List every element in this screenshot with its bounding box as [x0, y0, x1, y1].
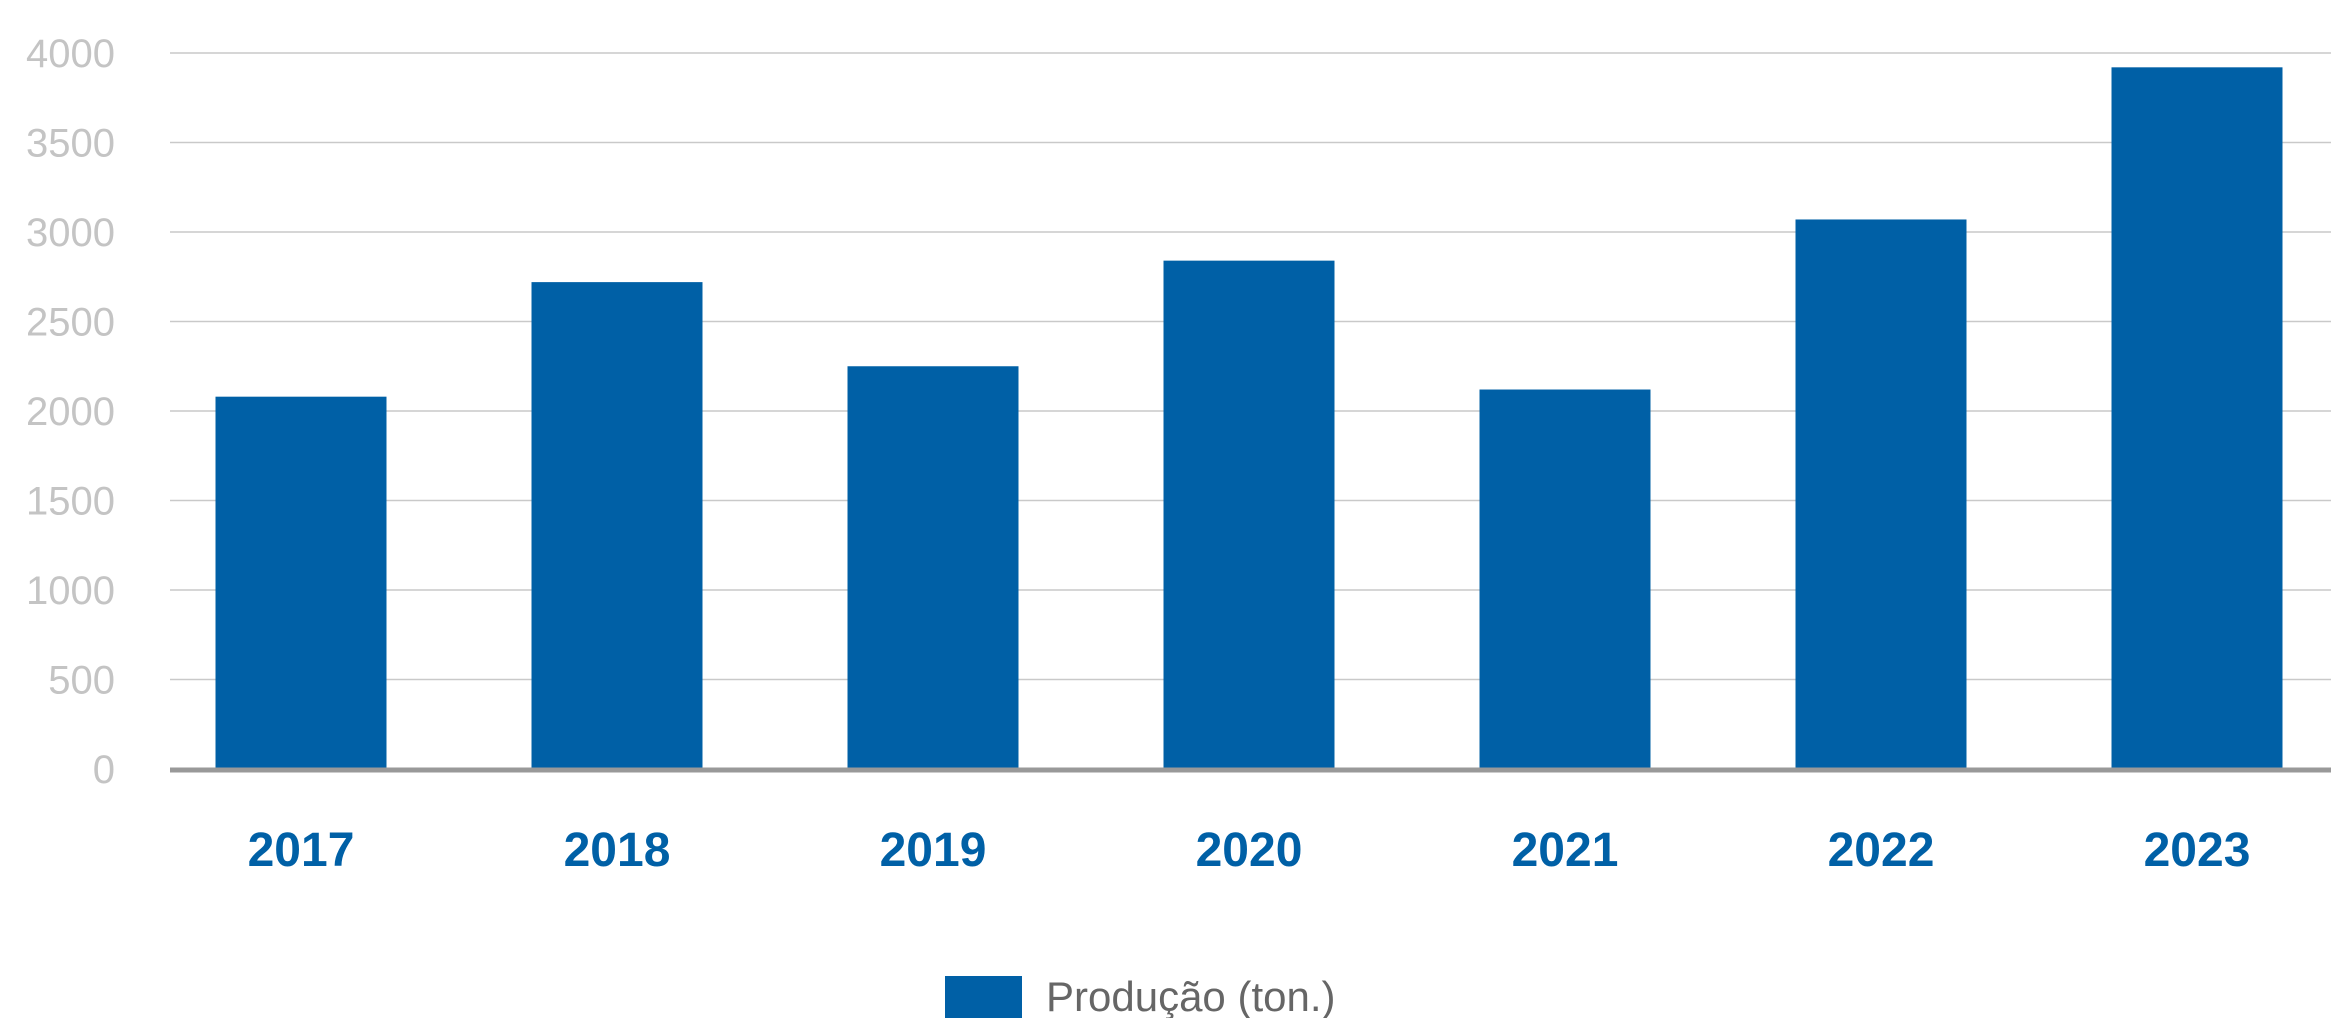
y-tick-label-3500: 3500	[26, 122, 115, 166]
bar-2021	[1479, 389, 1651, 769]
y-tick-label-2500: 2500	[26, 301, 115, 345]
bar-2018	[531, 282, 703, 769]
x-tick-label-2018: 2018	[564, 824, 671, 877]
x-tick-label-2023: 2023	[2144, 824, 2251, 877]
y-tick-label-1000: 1000	[26, 569, 115, 613]
x-axis-tick-labels: 2017 2018 2019 2020 2021 2022 2023	[248, 824, 2251, 877]
bar-2019	[847, 366, 1019, 769]
legend-swatch	[945, 976, 1022, 1018]
bars	[215, 67, 2283, 770]
bar-2017	[215, 396, 387, 769]
y-tick-label-500: 500	[48, 659, 115, 703]
x-tick-label-2021: 2021	[1512, 824, 1619, 877]
y-tick-label-4000: 4000	[26, 32, 115, 76]
legend: Produção (ton.)	[945, 973, 1336, 1018]
y-tick-label-1500: 1500	[26, 480, 115, 524]
y-tick-label-3000: 3000	[26, 211, 115, 255]
bar-2020	[1163, 260, 1335, 769]
x-tick-label-2019: 2019	[880, 824, 987, 877]
bar-2023	[2111, 67, 2283, 769]
legend-label-producao: Produção (ton.)	[1046, 973, 1336, 1018]
bar-2022	[1795, 219, 1967, 770]
x-tick-label-2022: 2022	[1828, 824, 1935, 877]
x-tick-label-2017: 2017	[248, 824, 355, 877]
y-tick-label-0: 0	[93, 748, 115, 792]
x-tick-label-2020: 2020	[1196, 824, 1303, 877]
y-axis-tick-labels: 0 500 1000 1500 2000 2500 3000 3500 4000	[26, 32, 115, 792]
y-tick-label-2000: 2000	[26, 390, 115, 434]
